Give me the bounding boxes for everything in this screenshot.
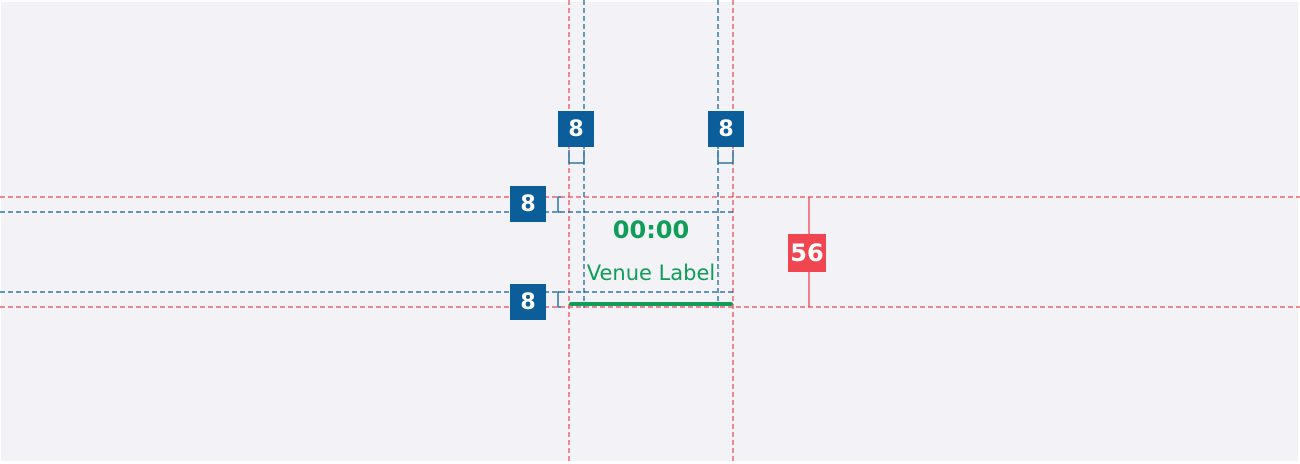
padding-bottom-bracket [557, 291, 561, 308]
padding-left-bracket [568, 150, 585, 164]
padding-left-badge: 8 [558, 111, 594, 147]
venue-label: Venue Label [586, 261, 716, 285]
padding-top-bracket [557, 196, 561, 213]
total-height-badge: 56 [788, 234, 826, 272]
selected-underline [569, 302, 733, 306]
padding-top-badge: 8 [510, 186, 546, 222]
venue-time: 00:00 [612, 216, 690, 244]
padding-bottom-badge: 8 [510, 284, 546, 320]
padding-right-bracket [717, 150, 734, 164]
padding-right-badge: 8 [708, 111, 744, 147]
